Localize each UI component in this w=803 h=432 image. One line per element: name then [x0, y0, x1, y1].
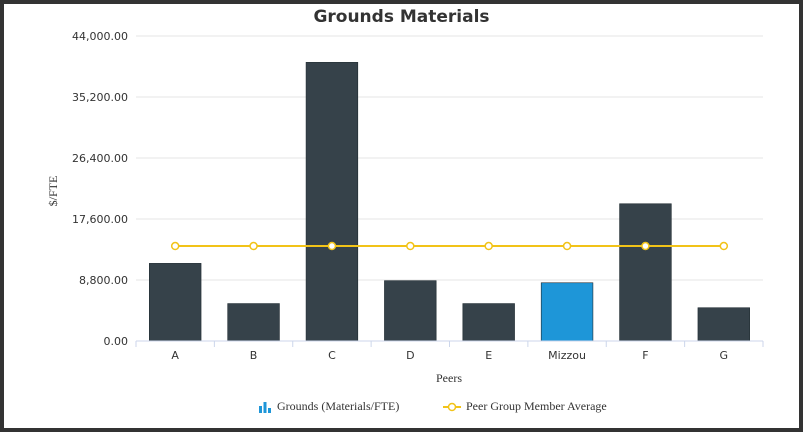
- x-tick-label: A: [171, 349, 179, 362]
- average-point[interactable]: [719, 241, 729, 251]
- legend-label-average: Peer Group Member Average: [466, 399, 607, 413]
- x-tick-label: B: [250, 349, 258, 362]
- x-axis-title: Peers: [436, 371, 462, 385]
- legend-label-bars: Grounds (Materials/FTE): [277, 399, 400, 413]
- x-tick-label: D: [406, 349, 414, 362]
- x-tick-label: C: [328, 349, 336, 362]
- y-tick-label: 17,600.00: [72, 213, 128, 226]
- average-point[interactable]: [170, 241, 180, 251]
- y-tick-label: 26,400.00: [72, 152, 128, 165]
- average-line-series: [170, 241, 729, 251]
- bar-mizzou[interactable]: [540, 282, 594, 342]
- x-axis-ticks: [135, 341, 764, 347]
- bar-f[interactable]: [619, 203, 672, 342]
- x-tick-label: E: [485, 349, 492, 362]
- x-tick-label: F: [642, 349, 648, 362]
- average-point[interactable]: [249, 241, 258, 251]
- legend-item-bars[interactable]: Grounds (Materials/FTE): [258, 399, 399, 414]
- legend: Grounds (Materials/FTE) Peer Group Membe…: [0, 399, 803, 417]
- line-marker-icon: [443, 402, 461, 411]
- y-tick-label: 35,200.00: [72, 91, 128, 104]
- x-tick-label: G: [720, 349, 729, 362]
- bar-a[interactable]: [149, 263, 202, 342]
- y-tick-label: 0.00: [104, 335, 129, 348]
- y-tick-label: 8,800.00: [79, 274, 128, 287]
- x-tick-label: Mizzou: [548, 349, 586, 362]
- legend-item-average[interactable]: Peer Group Member Average: [443, 399, 607, 414]
- x-axis-tick-labels: A B C D E Mizzou F G: [171, 349, 728, 362]
- average-point[interactable]: [327, 241, 337, 251]
- bar-series: [149, 62, 750, 342]
- bar-d[interactable]: [384, 280, 437, 342]
- bar-g[interactable]: [697, 307, 750, 342]
- y-axis-tick-labels: 0.00 8,800.00 17,600.00 26,400.00 35,200.00 4…: [72, 30, 128, 348]
- average-point[interactable]: [562, 241, 572, 251]
- bar-e[interactable]: [462, 303, 515, 342]
- y-axis-title: $/FTE: [46, 176, 60, 207]
- chart-title: Grounds Materials: [313, 7, 490, 27]
- bar-b[interactable]: [227, 303, 280, 342]
- average-point[interactable]: [406, 241, 415, 251]
- average-point[interactable]: [484, 241, 493, 251]
- y-tick-label: 44,000.00: [72, 30, 128, 43]
- average-point[interactable]: [641, 241, 650, 251]
- bar-chart-icon: [259, 401, 271, 413]
- bar-c[interactable]: [305, 62, 359, 342]
